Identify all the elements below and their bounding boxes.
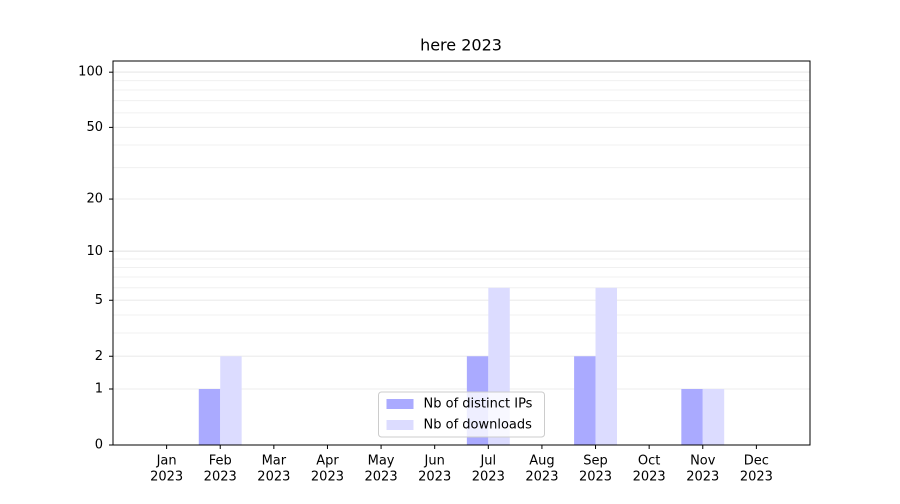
legend-swatch <box>386 399 414 409</box>
bar <box>702 389 725 445</box>
y-tick-label: 5 <box>95 293 103 308</box>
x-tick-label: Jul <box>479 454 496 469</box>
x-tick-label: 2023 <box>472 470 505 485</box>
x-tick-label: 2023 <box>150 470 183 485</box>
plot-frame <box>112 60 811 446</box>
y-tick-label: 10 <box>86 244 103 259</box>
legend-label: Nb of downloads <box>424 418 533 433</box>
x-tick-label: Feb <box>209 454 232 469</box>
x-tick-label: 2023 <box>257 470 290 485</box>
bar <box>220 356 242 445</box>
legend: Nb of distinct IPs Nb of downloads <box>378 391 545 438</box>
x-tick-label: 2023 <box>311 470 344 485</box>
y-tick-label: 0 <box>95 438 103 453</box>
bar <box>595 287 617 445</box>
x-tick-label: Nov <box>690 454 716 469</box>
x-tick-label: 2023 <box>740 470 773 485</box>
x-tick-label: 2023 <box>686 470 719 485</box>
x-tick-label: Aug <box>529 454 554 469</box>
x-tick-label: 2023 <box>633 470 666 485</box>
legend-box <box>378 391 545 438</box>
x-tick-label: May <box>368 454 395 469</box>
x-tick-label: Jan <box>156 454 177 469</box>
x-tick-label: Sep <box>583 454 608 469</box>
y-tick-label: 100 <box>78 65 103 80</box>
legend-label: Nb of distinct IPs <box>424 397 533 412</box>
bar <box>681 389 703 445</box>
chart-title: here 2023 <box>420 36 502 55</box>
y-tick-label: 20 <box>86 192 103 207</box>
x-tick-label: Mar <box>262 454 287 469</box>
bar <box>574 356 596 445</box>
y-tick-label: 1 <box>95 382 103 397</box>
x-tick-label: Dec <box>744 454 769 469</box>
bar <box>198 389 221 445</box>
x-tick-label: 2023 <box>204 470 237 485</box>
x-tick-label: 2023 <box>365 470 398 485</box>
x-tick-label: Oct <box>638 454 660 469</box>
x-tick-label: 2023 <box>418 470 451 485</box>
y-tick-label: 2 <box>95 349 103 364</box>
x-tick-label: Jun <box>424 454 445 469</box>
x-tick-label: Apr <box>316 454 339 469</box>
y-tick-label: 50 <box>86 120 103 135</box>
x-tick-label: 2023 <box>525 470 558 485</box>
x-tick-label: 2023 <box>579 470 612 485</box>
legend-swatch <box>386 420 414 430</box>
